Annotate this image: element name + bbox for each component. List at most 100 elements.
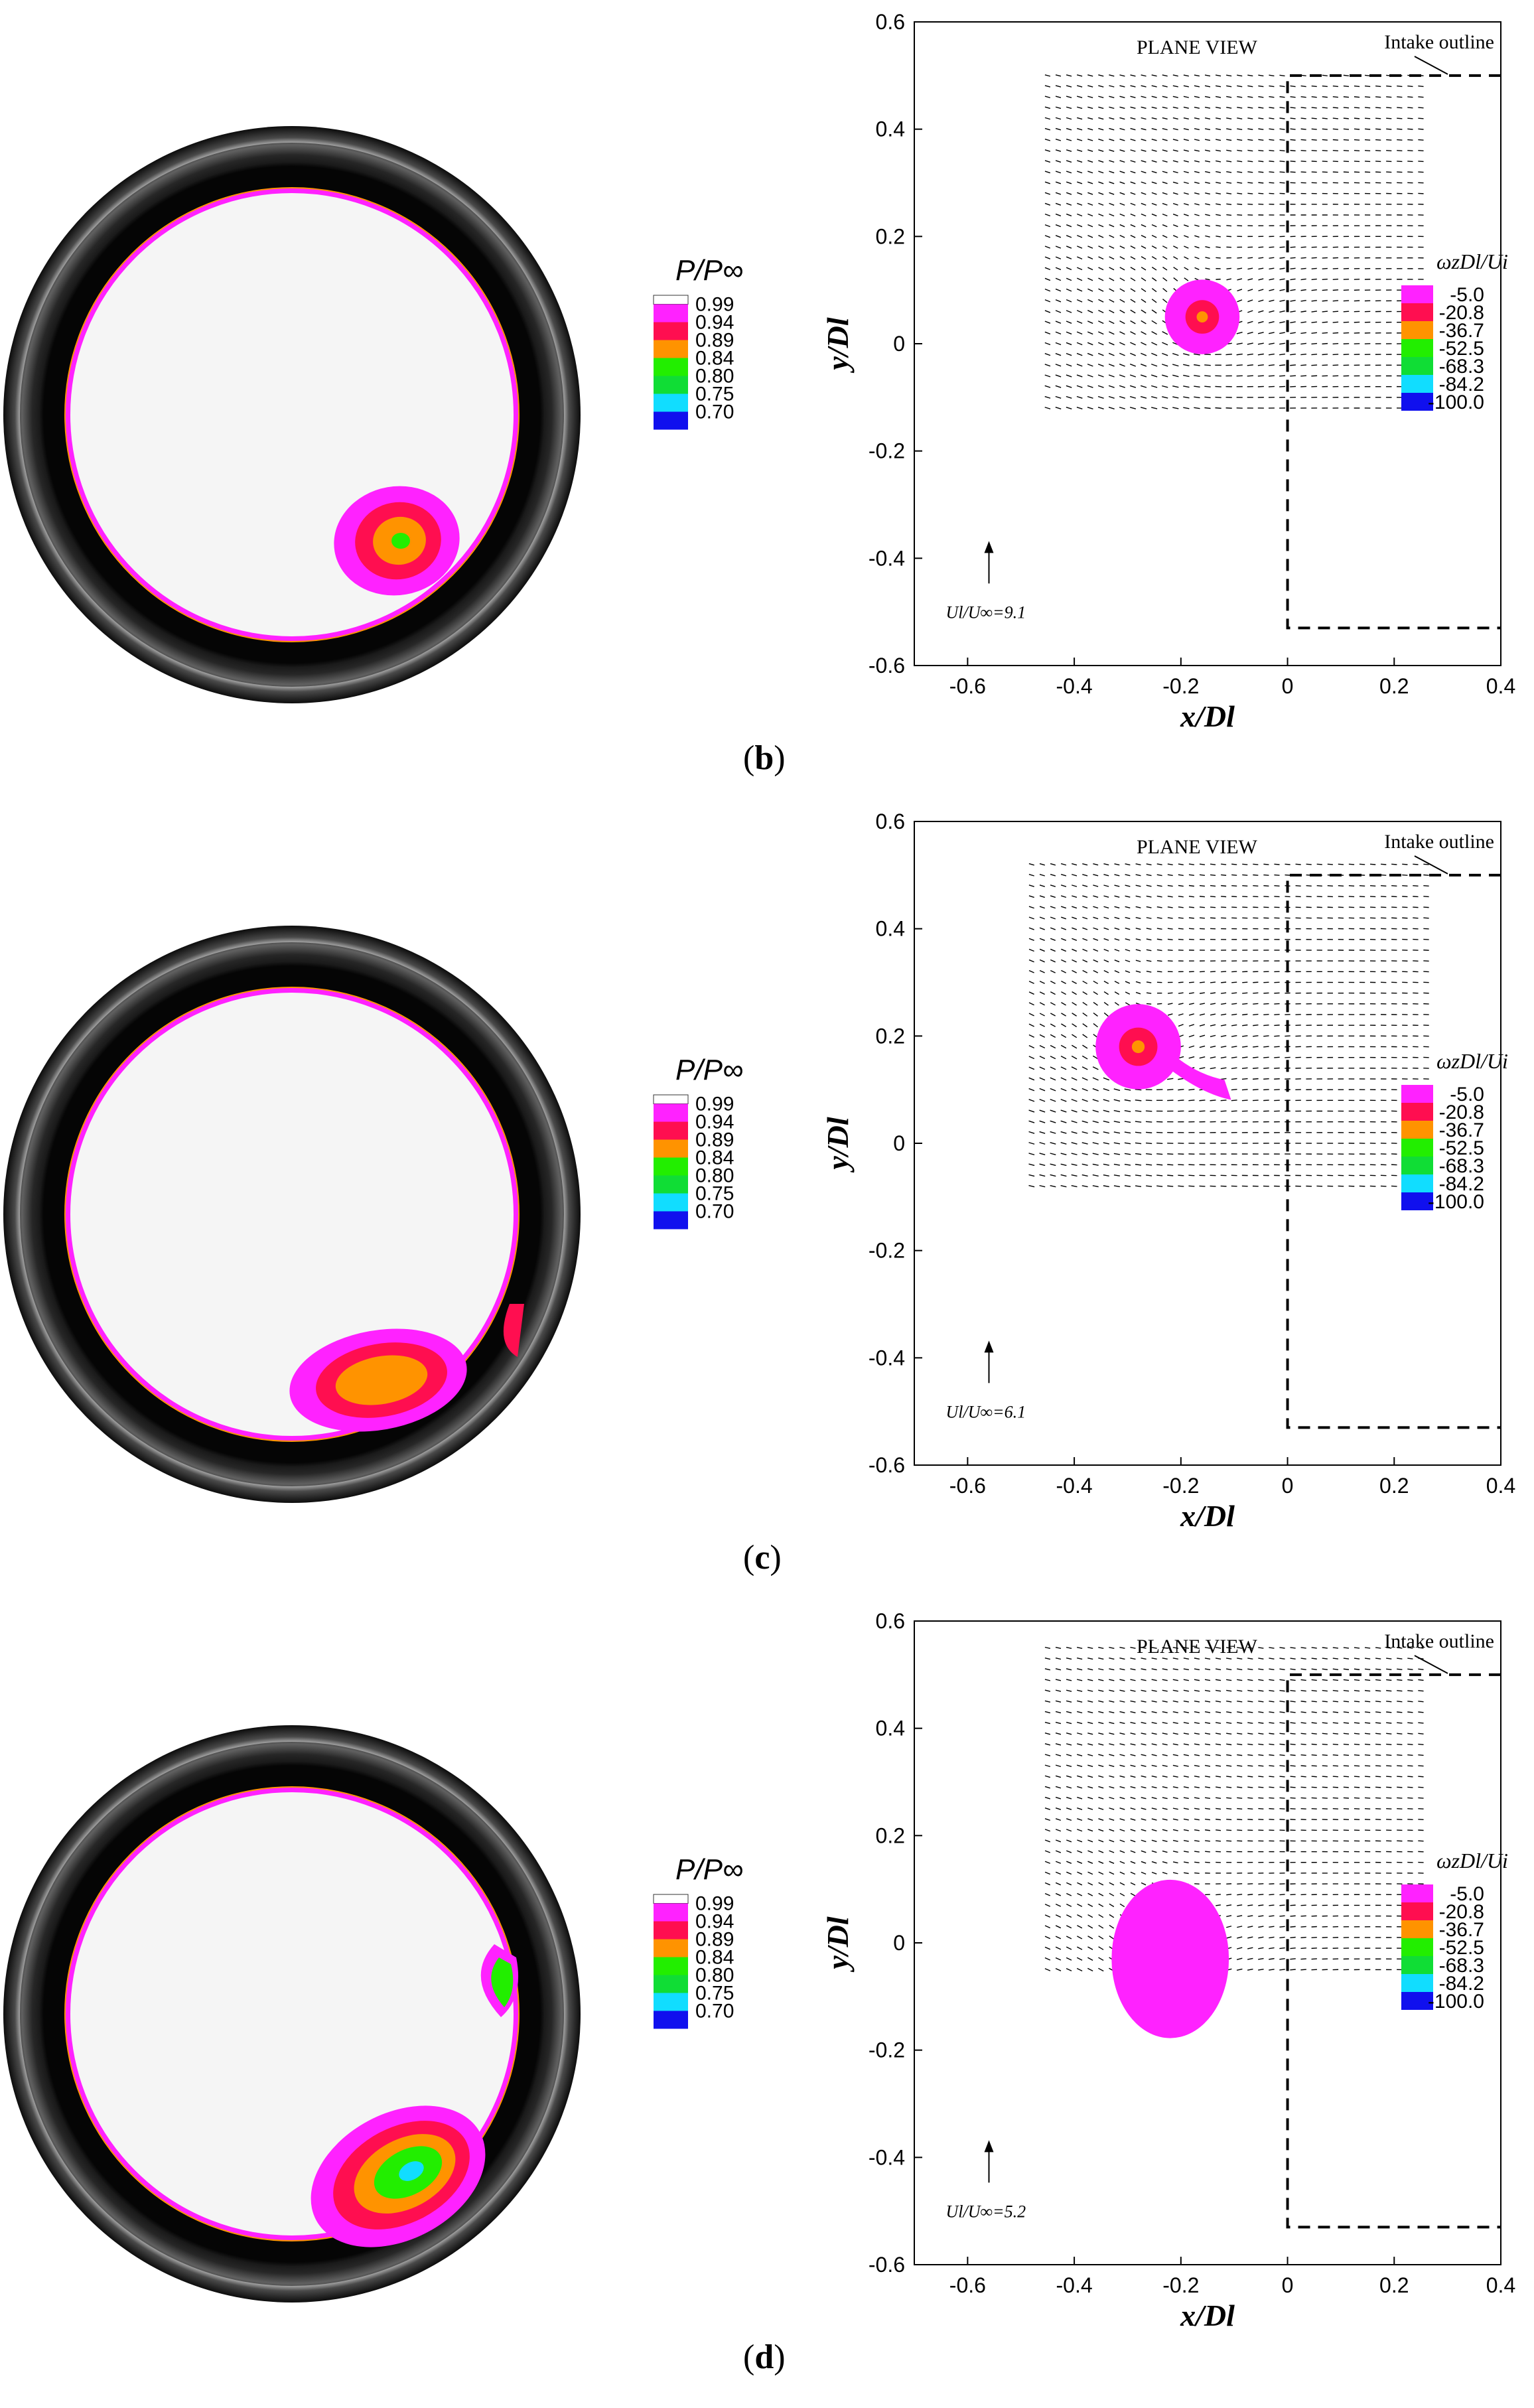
velocity-vector bbox=[1300, 1969, 1306, 1971]
velocity-vector bbox=[1162, 256, 1168, 260]
y-tick-label: 0.6 bbox=[876, 1609, 905, 1633]
velocity-vector bbox=[1130, 277, 1136, 281]
velocity-vector bbox=[1114, 895, 1120, 898]
velocity-vector bbox=[1257, 364, 1264, 366]
velocity-vector bbox=[1055, 246, 1062, 249]
pressure-legend-label: 0.94 bbox=[695, 1111, 734, 1133]
velocity-vector bbox=[1375, 1733, 1381, 1735]
velocity-vector bbox=[1039, 863, 1045, 866]
velocity-vector bbox=[1290, 1733, 1296, 1735]
velocity-vector bbox=[1300, 171, 1306, 173]
velocity-vector bbox=[1156, 1153, 1163, 1155]
velocity-vector bbox=[1226, 1904, 1232, 1906]
velocity-vector bbox=[1172, 1689, 1178, 1692]
velocity-vector bbox=[1172, 1743, 1178, 1746]
velocity-vector bbox=[1258, 1754, 1264, 1756]
velocity-vector bbox=[1087, 1700, 1093, 1703]
velocity-vector bbox=[1162, 85, 1168, 88]
velocity-vector bbox=[1225, 354, 1232, 356]
velocity-vector bbox=[1109, 1796, 1115, 1800]
velocity-vector bbox=[1167, 1174, 1174, 1176]
velocity-vector bbox=[1194, 1733, 1200, 1735]
velocity-vector bbox=[1135, 885, 1141, 887]
velocity-vector bbox=[1151, 364, 1158, 367]
velocity-vector bbox=[1151, 149, 1157, 152]
velocity-vector bbox=[1093, 863, 1099, 866]
velocity-vector bbox=[1044, 235, 1051, 238]
velocity-vector bbox=[1290, 257, 1296, 259]
velocity-vector bbox=[1311, 1754, 1317, 1756]
velocity-vector bbox=[1162, 224, 1168, 228]
velocity-vector bbox=[1119, 117, 1125, 120]
velocity-vector bbox=[1098, 1914, 1104, 1918]
velocity-vector bbox=[1295, 863, 1301, 865]
velocity-vector bbox=[1119, 1850, 1125, 1853]
velocity-vector bbox=[1375, 85, 1381, 88]
velocity-vector bbox=[1109, 74, 1115, 77]
velocity-vector bbox=[1204, 96, 1211, 98]
velocity-vector bbox=[1044, 85, 1051, 88]
velocity-vector bbox=[1092, 1109, 1099, 1113]
velocity-vector bbox=[1183, 1679, 1189, 1681]
velocity-vector bbox=[1172, 1658, 1178, 1660]
velocity-vector bbox=[1077, 149, 1083, 152]
velocity-vector bbox=[1151, 395, 1158, 399]
velocity-vector bbox=[1028, 938, 1034, 941]
velocity-vector bbox=[1077, 1850, 1083, 1853]
velocity-vector bbox=[1028, 981, 1034, 984]
velocity-vector bbox=[1055, 117, 1062, 120]
velocity-vector bbox=[1184, 235, 1189, 238]
velocity-vector bbox=[1247, 257, 1253, 259]
velocity-vector bbox=[1055, 1861, 1062, 1864]
velocity-vector bbox=[1151, 192, 1157, 195]
velocity-vector bbox=[1215, 1700, 1221, 1703]
velocity-vector bbox=[1258, 267, 1264, 270]
pressure-legend-swatch bbox=[654, 340, 688, 358]
velocity-vector bbox=[1066, 331, 1072, 335]
velocity-vector bbox=[1098, 1850, 1104, 1853]
velocity-vector bbox=[1418, 1786, 1424, 1788]
velocity-vector bbox=[1028, 916, 1034, 920]
velocity-vector bbox=[1141, 213, 1147, 217]
velocity-vector bbox=[1183, 1851, 1189, 1853]
velocity-vector bbox=[1216, 1904, 1221, 1906]
velocity-vector bbox=[1332, 96, 1338, 98]
velocity-vector bbox=[1044, 310, 1051, 313]
velocity-vector bbox=[1097, 374, 1104, 378]
velocity-vector bbox=[1109, 1850, 1115, 1853]
velocity-vector bbox=[1097, 331, 1104, 335]
velocity-vector bbox=[1237, 299, 1243, 303]
velocity-vector bbox=[1162, 74, 1168, 77]
velocity-vector bbox=[1237, 1733, 1243, 1735]
velocity-vector bbox=[1087, 117, 1093, 120]
velocity-vector bbox=[1258, 74, 1264, 77]
velocity-vector bbox=[1109, 1871, 1115, 1875]
velocity-vector bbox=[1247, 353, 1253, 356]
velocity-vector bbox=[1130, 234, 1136, 238]
velocity-vector bbox=[1311, 1786, 1317, 1788]
velocity-vector bbox=[1279, 1754, 1285, 1756]
vorticity-contour bbox=[1158, 1046, 1231, 1100]
velocity-vector bbox=[1151, 1668, 1157, 1671]
velocity-vector bbox=[1375, 96, 1381, 98]
velocity-vector bbox=[1375, 1743, 1381, 1745]
velocity-vector bbox=[1332, 1701, 1339, 1703]
velocity-vector bbox=[1103, 1174, 1109, 1177]
velocity-vector bbox=[1071, 1153, 1078, 1155]
velocity-vector bbox=[1364, 1743, 1371, 1745]
velocity-vector bbox=[1044, 117, 1051, 120]
velocity-vector bbox=[1125, 895, 1131, 898]
velocity-vector bbox=[1151, 171, 1157, 174]
velocity-vector bbox=[1055, 202, 1062, 206]
velocity-vector bbox=[1332, 117, 1338, 119]
velocity-vector bbox=[1044, 267, 1051, 271]
velocity-vector bbox=[1279, 1776, 1285, 1778]
velocity-vector bbox=[1183, 364, 1190, 367]
velocity-vector bbox=[1044, 213, 1051, 217]
velocity-vector bbox=[1332, 107, 1338, 109]
velocity-vector bbox=[1098, 1711, 1104, 1714]
velocity-vector bbox=[1044, 1733, 1051, 1735]
velocity-vector bbox=[1156, 885, 1162, 887]
velocity-vector bbox=[1269, 1658, 1275, 1660]
velocity-vector bbox=[1141, 1722, 1147, 1725]
